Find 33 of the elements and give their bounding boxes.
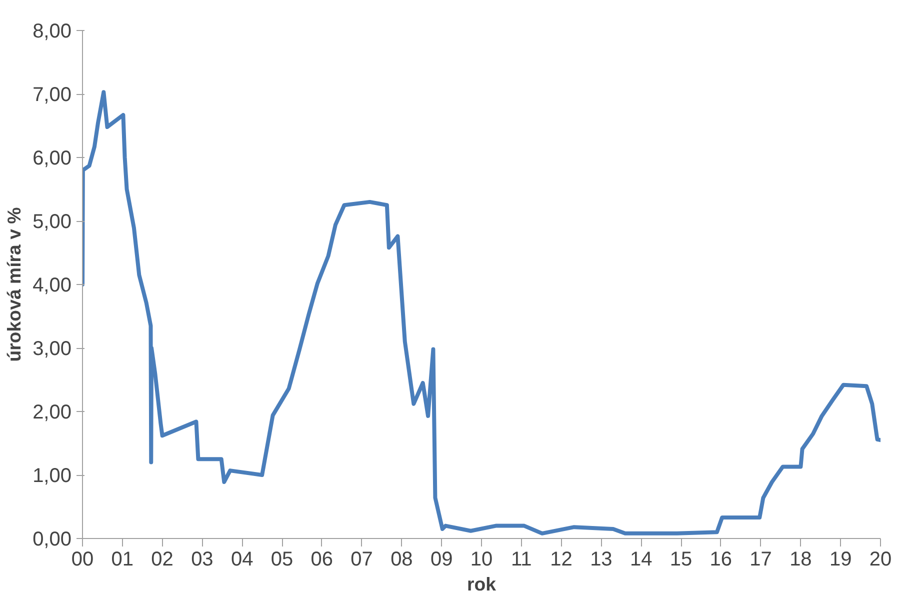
y-tick-label: 7,00	[32, 84, 72, 106]
y-tick-label: 6,00	[32, 148, 72, 170]
y-tick-label: 4,00	[32, 274, 72, 296]
x-tick-label: 11	[511, 548, 532, 570]
x-tick-label: 16	[710, 548, 732, 570]
x-axis-title: rok	[466, 574, 497, 594]
x-tick-label: 14	[630, 548, 652, 570]
y-tick-label: 8,00	[32, 20, 72, 42]
x-tick-label: 02	[151, 548, 174, 570]
x-tick-label: 08	[390, 548, 413, 570]
y-tick-label: 1,00	[32, 465, 72, 487]
x-tick-label: 12	[550, 548, 572, 570]
x-tick-label: 20	[869, 548, 892, 570]
y-tick-label: 0,00	[32, 528, 72, 550]
x-tick-label: 15	[670, 548, 692, 570]
x-tick-label: 04	[230, 548, 254, 570]
x-tick-label: 18	[790, 548, 812, 570]
x-tick-label: 19	[829, 548, 852, 570]
x-tick-label: 01	[111, 548, 134, 570]
y-tick-label: 3,00	[32, 338, 72, 360]
x-tick-label: 13	[590, 548, 612, 570]
x-tick-label: 10	[470, 548, 493, 570]
x-tick-label: 09	[430, 548, 453, 570]
x-tick-label: 06	[310, 548, 334, 570]
y-tick-label: 2,00	[32, 402, 72, 424]
x-tick-label: 07	[350, 548, 373, 570]
x-tick-label: 05	[270, 548, 294, 570]
y-tick-label: 5,00	[32, 211, 72, 233]
x-tick-label: 17	[750, 548, 772, 570]
x-tick-label: 03	[191, 548, 214, 570]
x-tick-label: 00	[71, 548, 94, 570]
y-axis-title: úroková míra v %	[4, 206, 25, 362]
line-series	[82, 90, 880, 536]
